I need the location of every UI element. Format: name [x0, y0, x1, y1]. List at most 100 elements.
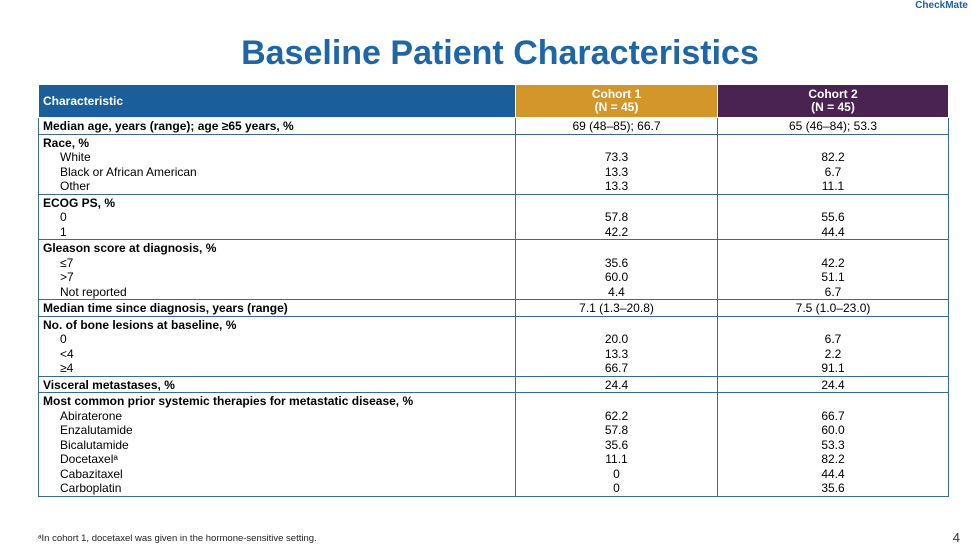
header-cohort-1-name: Cohort 1 [591, 87, 642, 101]
cohort1-value: 20.0 [604, 332, 629, 346]
cohort2-value: 44.4 [821, 224, 845, 239]
cohort1-value [520, 241, 713, 256]
cohort1-value-cell: 35.6 60.0 4.4 [515, 239, 718, 300]
header-cohort-2: Cohort 2 (N = 45) [717, 84, 949, 118]
brand-logo-text: CheckMate [915, 0, 968, 11]
category-label: Most common prior systemic therapies for… [43, 394, 414, 408]
cohort2-value: 66.7 [821, 408, 845, 423]
header-cohort-2-name: Cohort 2 [808, 87, 858, 101]
cohort1-value-cell: 24.4 [515, 375, 718, 393]
subcategory-label: Carboplatin [60, 481, 122, 495]
cohort1-value: 57.8 [604, 210, 629, 224]
cohort2-value: 65 (46–84); 53.3 [788, 119, 878, 133]
category-label: Race, % [43, 135, 90, 150]
category-label: ECOG PS, % [43, 195, 116, 210]
cohort1-value: 62.2 [604, 408, 629, 423]
row-label-cell: Gleason score at diagnosis, % ≤7 >7 Not rep… [38, 239, 516, 300]
cohort1-value-cell: 73.3 13.3 13.3 [515, 133, 718, 195]
subcategory-label: Other [60, 179, 91, 193]
row-label-cell: Visceral metastases, % [38, 375, 516, 393]
subcategory-label: Black or African American [60, 164, 197, 179]
cohort1-value: 4.4 [608, 284, 625, 299]
cohort1-value: 66.7 [604, 361, 629, 375]
cohort2-value-cell: 66.7 60.0 53.3 82.2 44.4 35.6 [717, 392, 949, 497]
cohort1-value-cell: 62.2 57.8 35.6 11.1 0 0 [515, 392, 718, 497]
cohort1-value: 0 [613, 481, 620, 495]
row-label-cell: Median time since diagnosis, years (rang… [38, 299, 516, 317]
cohort2-value-cell: 65 (46–84); 53.3 [717, 117, 949, 135]
cohort1-value: 13.3 [604, 346, 629, 361]
cohort1-value: 0 [613, 466, 620, 481]
cohort2-value-cell: 55.6 44.4 [717, 193, 949, 240]
category-label: Median age, years (range); age ≥65 years… [43, 119, 294, 133]
header-cohort-1: Cohort 1 (N = 45) [515, 84, 718, 118]
subcategory-label: 0 [60, 332, 67, 346]
cohort1-value-cell: 7.1 (1.3–20.8) [515, 299, 718, 317]
cohort2-value: 2.2 [824, 346, 842, 361]
table-row: Most common prior systemic therapies for… [38, 392, 949, 497]
cohort1-value: 35.6 [604, 437, 629, 452]
table-row: Gleason score at diagnosis, % ≤7 >7 Not rep… [38, 239, 949, 300]
subcategory-label: Enzalutamide [60, 423, 133, 437]
header-cohort-1-n: (N = 45) [594, 100, 639, 114]
subcategory-label: 0 [60, 210, 67, 224]
cohort2-value: 7.5 (1.0–23.0) [795, 301, 871, 315]
cohort2-value: 44.4 [821, 466, 845, 481]
table-row: Race, % White Black or African American Oth… [38, 133, 949, 195]
table-header-row: Characteristic Cohort 1 (N = 45) Cohort … [38, 84, 949, 118]
cohort1-value-cell: 69 (48–85); 66.7 [515, 117, 718, 135]
category-label: Visceral metastases, % [43, 377, 175, 392]
cohort1-value: 57.8 [604, 423, 629, 437]
footnote: ᵃIn cohort 1, docetaxel was given in the… [38, 533, 317, 544]
cohort1-value: 35.6 [604, 255, 629, 270]
category-label: No. of bone lesions at baseline, % [43, 317, 237, 332]
cohort1-value-cell: 57.8 42.2 [515, 193, 718, 240]
row-label-cell: Median age, years (range); age ≥65 years… [38, 117, 516, 135]
subcategory-label: 1 [60, 224, 67, 239]
cohort1-value [520, 394, 713, 409]
cohort1-value-cell: 20.0 13.3 66.7 [515, 315, 718, 377]
baseline-characteristics-table: Characteristic Cohort 1 (N = 45) Cohort … [38, 84, 949, 497]
cohort2-value: 82.2 [821, 150, 845, 164]
cohort2-value [722, 196, 944, 211]
row-label-cell: No. of bone lesions at baseline, % 0 <4 ≥4 [38, 315, 516, 377]
table-row: Visceral metastases, % 24.4 24.4 [38, 375, 949, 393]
header-cohort-2-n: (N = 45) [811, 100, 855, 114]
cohort1-value: 13.3 [604, 179, 629, 193]
cohort2-value-cell: 42.2 51.1 6.7 [717, 239, 949, 300]
cohort2-value [722, 136, 944, 151]
subcategory-label: ≤7 [60, 255, 74, 270]
cohort1-value: 69 (48–85); 66.7 [572, 119, 661, 133]
subcategory-label: <4 [60, 346, 74, 361]
cohort1-value: 42.2 [604, 224, 629, 239]
cohort2-value: 53.3 [821, 437, 845, 452]
cohort2-value [722, 318, 944, 333]
subcategory-label: White [60, 150, 91, 164]
cohort2-value-cell: 82.2 6.7 11.1 [717, 133, 949, 195]
slide-title: Baseline Patient Characteristics [241, 34, 759, 72]
table-row: ECOG PS, % 0 1 57.8 42.2 55.6 44.4 [38, 193, 949, 240]
cohort2-value: 51.1 [821, 270, 845, 284]
subcategory-label: ≥4 [60, 361, 74, 375]
cohort1-value: 7.1 (1.3–20.8) [579, 301, 654, 315]
cohort2-value: 91.1 [821, 361, 845, 375]
cohort1-value: 24.4 [604, 377, 629, 392]
cohort2-value: 82.2 [821, 452, 845, 466]
category-label: Median time since diagnosis, years (rang… [43, 301, 288, 315]
table-row: Median age, years (range); age ≥65 years… [38, 117, 949, 135]
cohort2-value-cell: 6.7 2.2 91.1 [717, 315, 949, 377]
cohort2-value: 11.1 [821, 179, 845, 193]
cohort1-value: 11.1 [605, 452, 628, 466]
subcategory-label: Abiraterone [60, 408, 123, 423]
cohort2-value: 24.4 [821, 377, 845, 392]
category-label: Gleason score at diagnosis, % [43, 241, 217, 255]
cohort2-value-cell: 24.4 [717, 375, 949, 393]
subcategory-label: Docetaxelᵃ [60, 452, 118, 466]
cohort1-value: 13.3 [604, 164, 629, 179]
row-label-cell: ECOG PS, % 0 1 [38, 193, 516, 240]
subcategory-label: Not reported [60, 284, 127, 299]
cohort1-value: 60.0 [604, 270, 629, 284]
subcategory-label: >7 [60, 270, 74, 284]
cohort2-value-cell: 7.5 (1.0–23.0) [717, 299, 949, 317]
cohort2-value: 60.0 [821, 423, 845, 437]
